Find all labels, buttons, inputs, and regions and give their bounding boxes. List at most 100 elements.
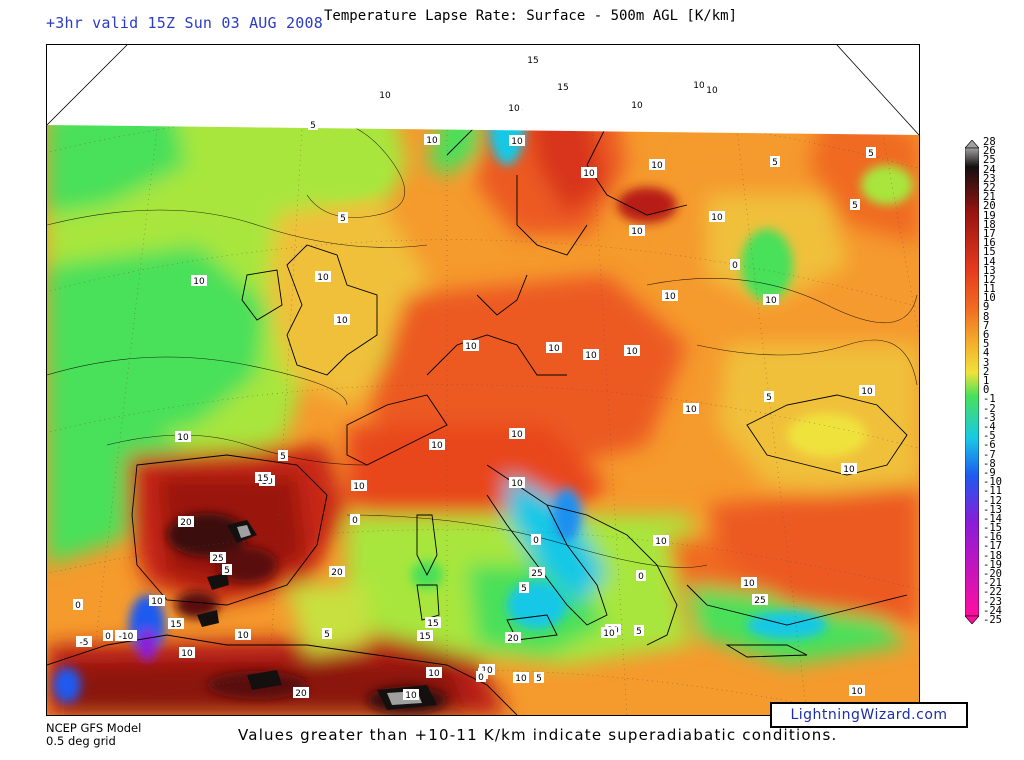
colorbar-tick-label: 3: [983, 356, 990, 369]
contour-label-box: [505, 632, 521, 643]
contour-label-box: [424, 134, 440, 145]
colorbar-tick-label: 25: [983, 154, 996, 167]
contour-label: 10: [664, 292, 676, 302]
contour-label-box: [476, 671, 486, 682]
contour-label-box: [770, 156, 780, 167]
contour-label: 10: [685, 405, 697, 415]
contour-label-box: [764, 391, 774, 402]
contour-label: 5: [852, 201, 858, 211]
contour-label: 15: [257, 474, 268, 484]
contour-label-box: [115, 630, 137, 641]
colorbar-tick-label: 1: [983, 375, 990, 387]
contour-label-box: [463, 340, 479, 351]
contour-label: 15: [527, 56, 538, 66]
colorbar-tick-label: 12: [983, 273, 996, 286]
colorbar-tick-label: -19: [983, 558, 1002, 571]
contour-label-box: [168, 618, 184, 629]
contour-label-box: [841, 463, 857, 474]
map-title: Temperature Lapse Rate: Surface - 500m A…: [324, 8, 738, 24]
lapse-rate-map: 15 10 10 10 15 10 10 5 10 10 10 10 5 5 10 10 5 10 0 5 10 10 10…: [46, 44, 920, 716]
contour-label: 10: [181, 649, 193, 659]
colorbar-tick-label: -14: [983, 512, 1002, 525]
contour-label-box: [741, 577, 757, 588]
colorbar-tick-label: 28: [983, 136, 996, 148]
contour-label-box: [210, 552, 226, 563]
contour-label: 10: [405, 691, 417, 701]
contour-label: 10: [426, 136, 438, 146]
contour-label: 0: [533, 536, 539, 546]
contour-label: 5: [324, 630, 330, 640]
colorbar-tick-label: -21: [983, 577, 1002, 590]
colorbar-tick-label: -20: [983, 568, 1002, 581]
contour-label-box: [730, 259, 740, 270]
colorbar-tick-label: -8: [983, 457, 996, 470]
contour-label-box: [704, 84, 720, 95]
colorbar-tick-label: 11: [983, 283, 996, 296]
colorbar-tick-label: -9: [983, 466, 996, 479]
contour-label-box: [752, 594, 768, 605]
superadiabatic-note: Values greater than +10-11 K/km indicate…: [238, 726, 838, 744]
contour-label: 10: [693, 81, 705, 91]
contour-label-box: [403, 689, 419, 700]
contour-label-box: [222, 564, 232, 575]
contour-label: 20: [331, 568, 343, 578]
contour-label: 10: [237, 631, 249, 641]
contour-label: 10: [428, 669, 440, 679]
contour-label: 10: [353, 482, 365, 492]
contour-label-box: [513, 672, 529, 683]
contour-label: 10: [151, 597, 163, 607]
coastlines: [47, 64, 908, 715]
contour-label: 0: [478, 673, 484, 683]
colorbar-tick-label: -4: [983, 420, 996, 433]
contour-label: 10: [626, 347, 638, 357]
contour-label: 0: [352, 516, 358, 526]
contour-label: 15: [427, 619, 438, 629]
contour-label: 25: [212, 554, 223, 564]
colorbar-tick-label: 26: [983, 145, 996, 158]
colorbar-tick-label: -12: [983, 494, 1002, 507]
colorbar-tick-label: 6: [983, 329, 990, 342]
colorbar-tick-label: 10: [983, 292, 996, 305]
contour-label: 20: [180, 518, 192, 528]
contour-label-box: [377, 89, 393, 100]
contour-label: 0: [638, 572, 644, 582]
contour-label: 10: [583, 169, 595, 179]
contour-label-box: [525, 54, 541, 65]
contour-label: 10: [651, 161, 663, 171]
contour-label-box: [534, 672, 544, 683]
contour-label: 10: [631, 101, 643, 111]
contour-label-box: [338, 212, 348, 223]
contour-label-box: [531, 534, 541, 545]
colorbar-tick-label: 13: [983, 264, 996, 277]
contour-label: -10: [119, 632, 134, 642]
grid-resolution: 0.5 deg grid: [46, 734, 116, 748]
contour-label-box: [479, 664, 495, 675]
contour-label: 10: [336, 316, 348, 326]
contour-label: 5: [310, 121, 316, 131]
contour-label-box: [329, 566, 345, 577]
contour-label-box: [149, 595, 165, 606]
contour-label: 20: [295, 689, 307, 699]
colorbar-tick-label: -18: [983, 549, 1002, 562]
contour-label-box: [429, 439, 445, 450]
valid-time-label: +3hr valid 15Z Sun 03 AUG 2008: [46, 14, 323, 32]
credit-link[interactable]: LightningWizard.com: [770, 702, 968, 728]
contour-label: 15: [170, 620, 181, 630]
colorbar-tick-label: -22: [983, 586, 1002, 599]
colorbar-labels: 28 26 25 24 23 22 21 20 19 18 17 16 15 14 13 12 11 10 9 8 7 6…: [983, 136, 1023, 626]
contour-label: 5: [340, 214, 346, 224]
contour-label: 5: [868, 149, 874, 159]
colorbar-tick-label: 21: [983, 191, 996, 204]
contour-label-box: [634, 625, 644, 636]
contour-label-box: [178, 516, 194, 527]
contour-label: 5: [521, 584, 527, 594]
contour-label: 10: [511, 137, 523, 147]
contour-label-box: [601, 627, 617, 638]
colorbar-tick-label: -10: [983, 476, 1002, 489]
contour-label-box: [555, 81, 571, 92]
contour-label-box: [519, 582, 529, 593]
contour-label-box: [315, 271, 331, 282]
contour-label-box: [73, 599, 83, 610]
contour-label-box: [417, 630, 433, 641]
contour-label: 10: [465, 342, 477, 352]
